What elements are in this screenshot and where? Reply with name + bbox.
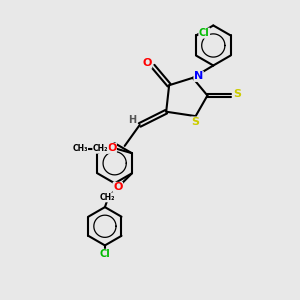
Text: Cl: Cl <box>100 249 110 259</box>
Text: S: S <box>192 117 200 127</box>
Text: O: O <box>142 58 152 68</box>
Text: N: N <box>194 71 203 81</box>
Text: S: S <box>233 89 241 99</box>
Text: Cl: Cl <box>199 28 210 38</box>
Text: H: H <box>128 115 136 125</box>
Text: CH₂: CH₂ <box>100 193 116 202</box>
Text: O: O <box>107 143 116 153</box>
Text: CH₂: CH₂ <box>93 144 108 153</box>
Text: CH₃: CH₃ <box>72 144 88 153</box>
Text: O: O <box>113 182 123 192</box>
